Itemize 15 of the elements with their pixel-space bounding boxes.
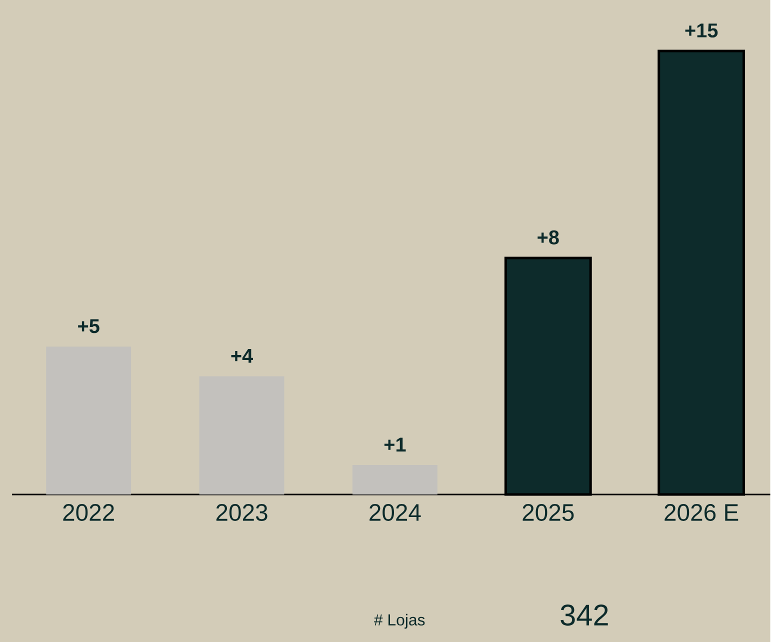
text: # Lojas [374,614,425,629]
bar [199,376,284,494]
bar [46,346,132,494]
x-tick-label: 2023 [216,504,268,521]
bar [352,464,438,494]
data-label: +4 [231,348,253,363]
x-tick-label: 2026 E [664,504,738,521]
x-tick-label: 2024 [370,504,421,521]
data-label: +5 [78,319,100,333]
data-label: +15 [685,23,718,38]
data-label: +8 [538,230,559,244]
x-tick-label: 2025 [522,504,574,521]
data-label: +1 [384,438,406,452]
x-tick-label: 2022 [63,504,114,521]
text: 342 [560,604,608,626]
